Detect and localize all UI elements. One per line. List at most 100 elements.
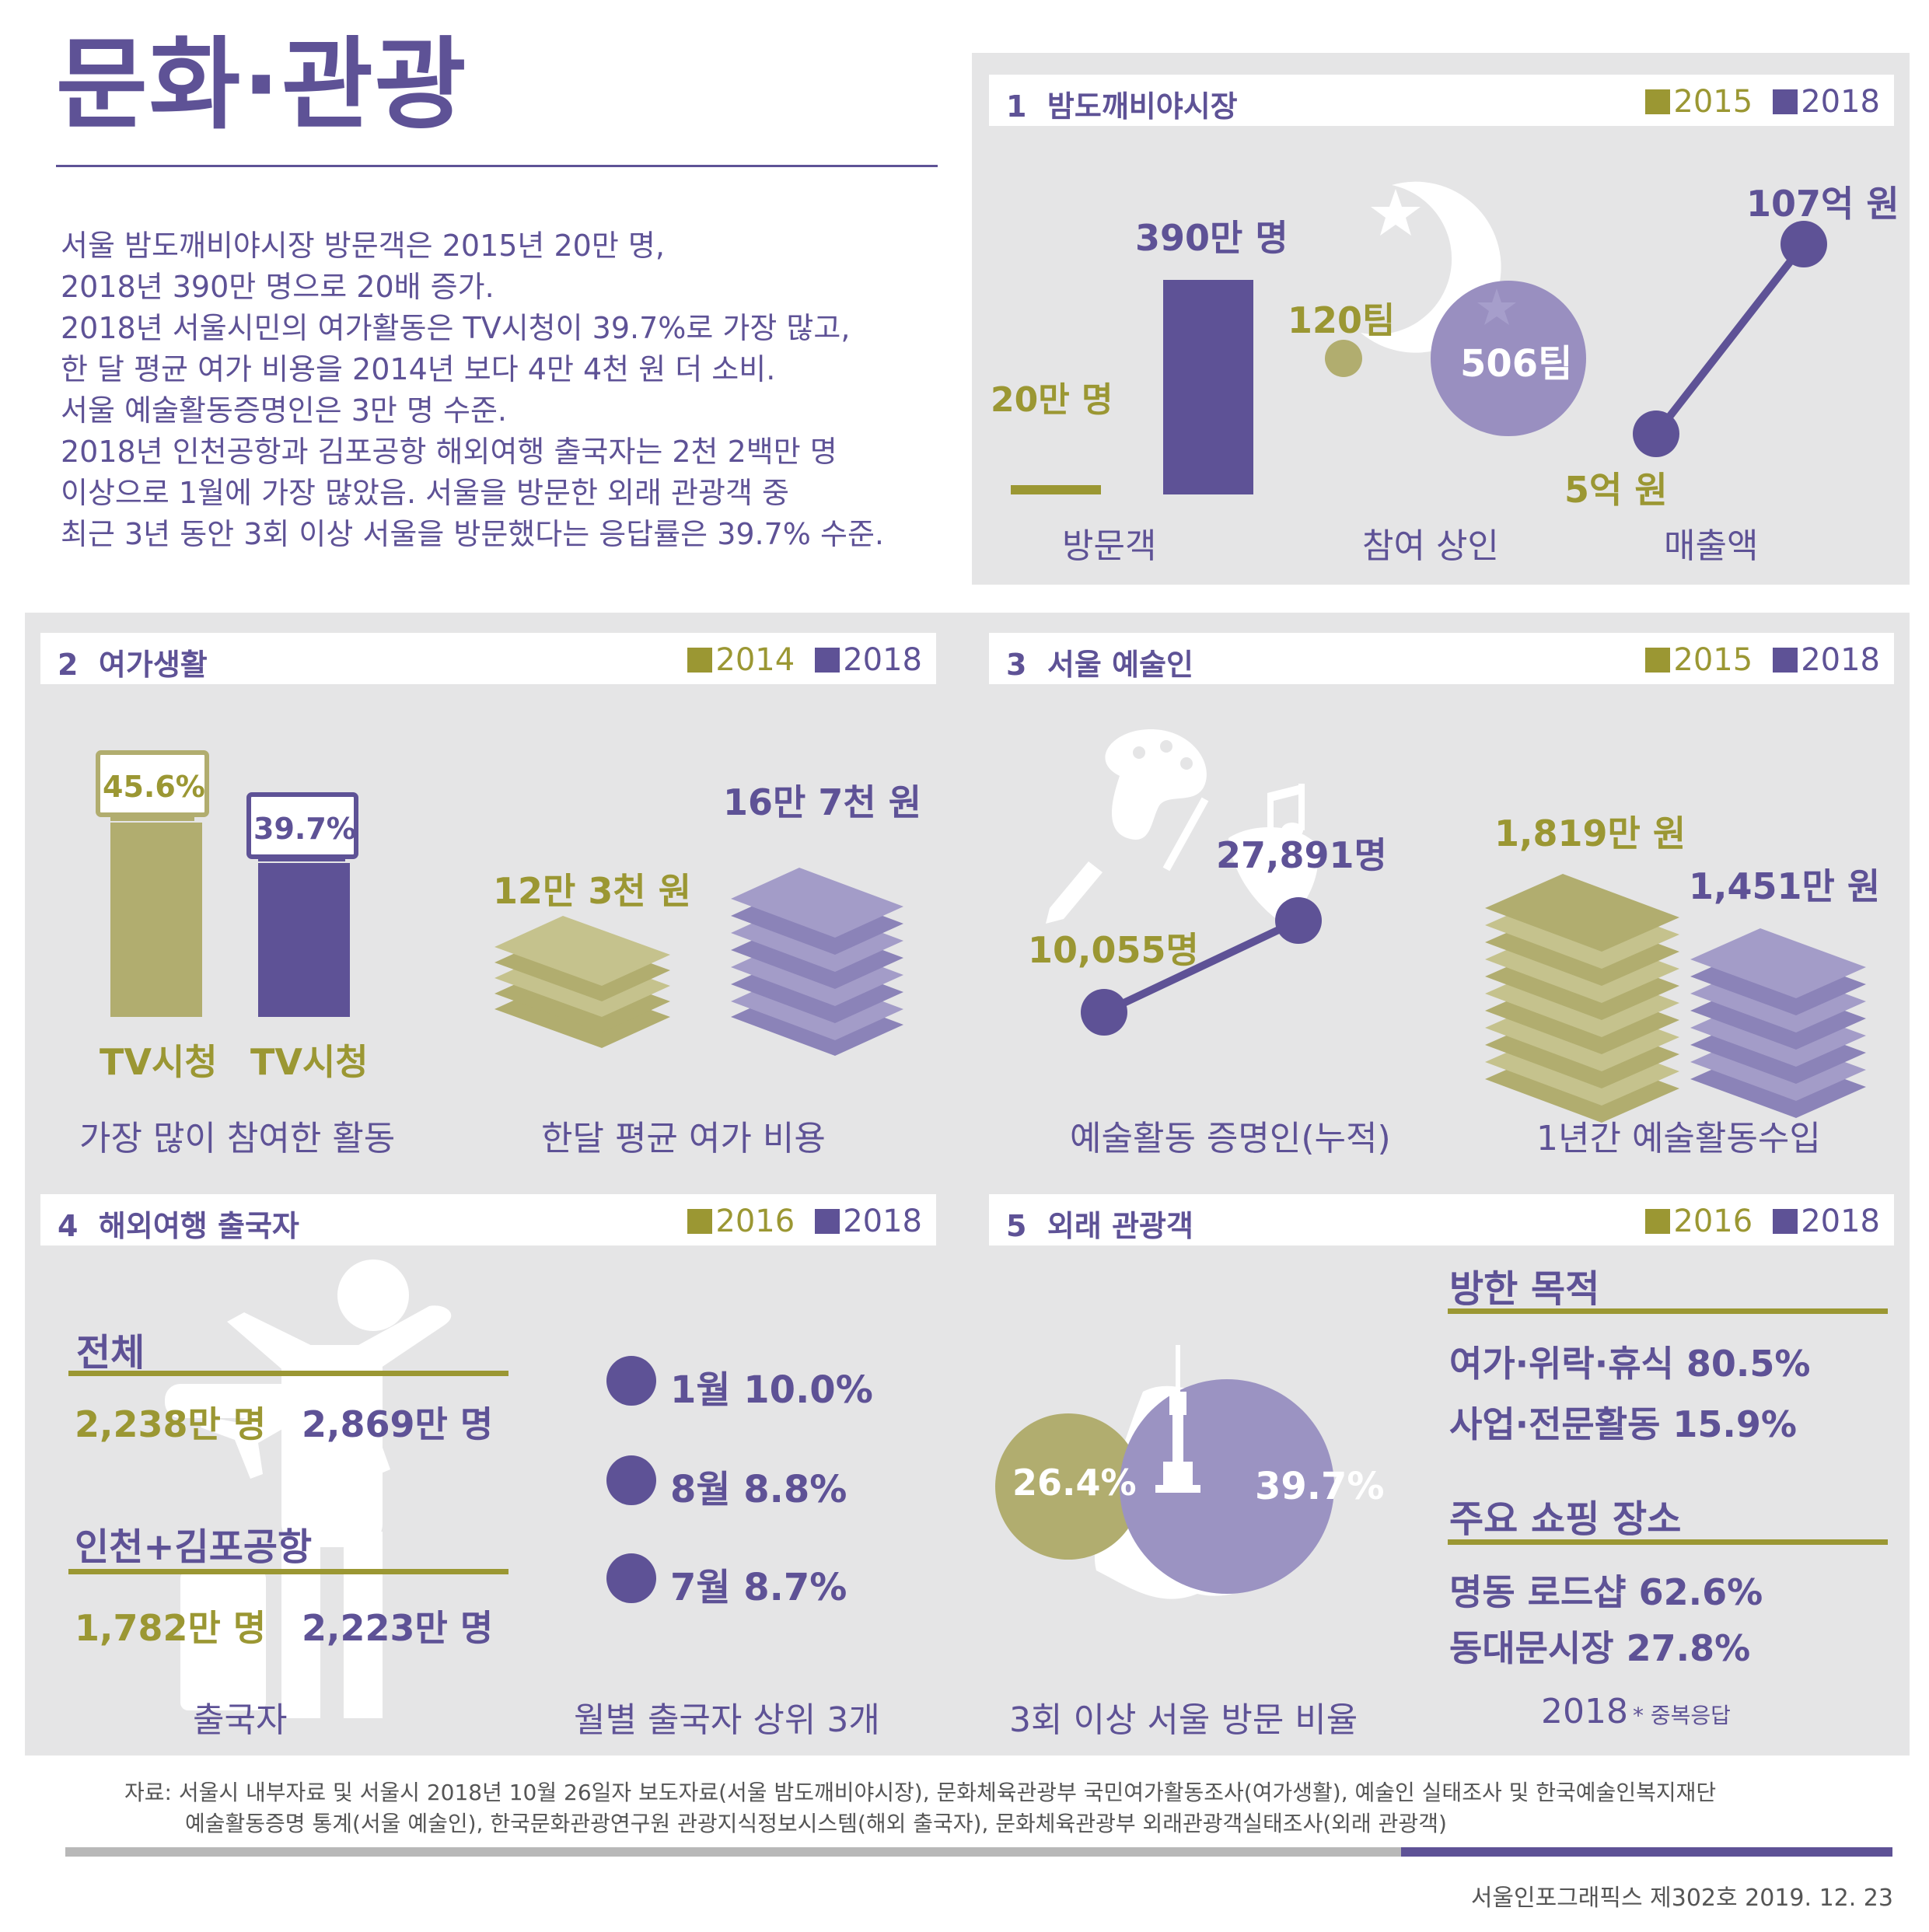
activity-2018-name: TV시청 (250, 1041, 369, 1083)
legend-2016: 2016 (715, 1204, 795, 1239)
section-title: 4 해외여행 출국자 (58, 1209, 299, 1243)
merchants-label: 참여 상인 (1362, 526, 1499, 566)
revisit-label: 3회 이상 서울 방문 비율 (1009, 1700, 1358, 1740)
sales-label: 매출액 (1664, 526, 1759, 566)
tv-icon (96, 750, 209, 817)
revisit-2018-value: 39.7% (1255, 1465, 1385, 1508)
revisit-circle-2016 (995, 1413, 1141, 1560)
intro-line: 서울 예술활동증명인은 3만 명 수준. (61, 393, 508, 428)
activity-2014-name: TV시청 (100, 1041, 218, 1083)
month-dot (606, 1455, 656, 1505)
sales-line (1653, 241, 1807, 437)
shopping-rule (1448, 1539, 1888, 1545)
month-dot (606, 1553, 656, 1603)
legend: 2016 2018 (1645, 1204, 1880, 1239)
legend-2015: 2015 (1673, 84, 1753, 120)
month-dot (606, 1356, 656, 1406)
purpose-heading: 방한 목적 (1449, 1267, 1600, 1311)
section-header: 4 해외여행 출국자 2016 2018 (40, 1194, 936, 1245)
visitors-2015-value: 20만 명 (991, 380, 1113, 420)
legend: 2015 2018 (1645, 84, 1880, 120)
intro-line: 2018년 390만 명으로 20배 증가. (61, 270, 494, 304)
footer-credit: 서울인포그래픽스 제302호 2019. 12. 23 (1470, 1885, 1893, 1912)
month-item: 8월 8.8% (670, 1468, 847, 1511)
intro-line: 2018년 서울시민의 여가활동은 TV시청이 39.7%로 가장 많고, (61, 311, 851, 345)
circle-merchants-2015 (1325, 340, 1362, 377)
tourists-graphics (995, 1345, 1334, 1599)
visitors-label: 방문객 (1062, 526, 1157, 566)
footer-bar-gray (65, 1847, 1401, 1857)
source-line: 자료: 서울시 내부자료 및 서울시 2018년 10월 26일자 보도자료(서… (124, 1780, 1717, 1805)
survey-year: 2018 * 중복응답 (1541, 1692, 1731, 1731)
shopping-item: 동대문시장 27.8% (1449, 1627, 1751, 1669)
certified-point-2015 (1081, 989, 1127, 1036)
certified-line (1102, 917, 1301, 1016)
star-icon (1371, 189, 1421, 236)
legend-2015: 2015 (1673, 642, 1753, 678)
section-title: 3 서울 예술인 (1006, 648, 1193, 682)
legend-2018: 2018 (843, 1204, 922, 1239)
money-stack-icon (1690, 928, 1866, 1118)
legend-2018: 2018 (1801, 642, 1880, 678)
footer-bar-purple (1401, 1847, 1892, 1857)
legend-2018: 2018 (1801, 1204, 1880, 1239)
total-2016-value: 2,238만 명 (75, 1403, 267, 1445)
cost-2018-value: 16만 7천 원 (723, 781, 922, 823)
leisure-graphics (96, 750, 903, 1056)
section-header: 5 외래 관광객 2016 2018 (989, 1194, 1894, 1245)
namsan-tower-icon (1155, 1345, 1200, 1493)
certified-2015-value: 10,055명 (1028, 929, 1199, 971)
note: * 중복응답 (1632, 1703, 1731, 1728)
section-header: 2 여가생활 2014 2018 (40, 633, 936, 684)
airport-2018-value: 2,223만 명 (302, 1607, 494, 1649)
intro-line: 이상으로 1월에 가장 많았음. 서울을 방문한 외래 관광객 중 (61, 476, 789, 510)
total-label: 전체 (76, 1331, 145, 1375)
merchants-2018-value: 506팀 (1460, 342, 1573, 386)
purpose-item: 여가·위락·휴식 80.5% (1449, 1343, 1811, 1385)
source-line: 예술활동증명 통계(서울 예술인), 한국문화관광연구원 관광지식정보시스템(해… (185, 1811, 1447, 1836)
legend: 2014 2018 (687, 642, 922, 678)
activity-label: 가장 많이 참여한 활동 (79, 1119, 396, 1158)
certified-point-2018 (1275, 897, 1322, 944)
section-header: 1 밤도깨비야시장 2015 2018 (989, 75, 1894, 126)
bar-visitors-2018 (1163, 280, 1253, 494)
artists-graphics (1046, 729, 1866, 1123)
bar-activity-2018 (258, 863, 350, 1017)
legend-2016: 2016 (1673, 1204, 1753, 1239)
section-header: 3 서울 예술인 2015 2018 (989, 633, 1894, 684)
cost-label: 한달 평균 여가 비용 (541, 1119, 826, 1158)
cost-2014-value: 12만 3천 원 (493, 870, 692, 912)
legend-2018: 2018 (1801, 84, 1880, 120)
revisit-2016-value: 26.4% (1012, 1462, 1137, 1504)
month-item: 1월 10.0% (670, 1368, 873, 1412)
sales-point-2018 (1780, 221, 1827, 267)
money-stack-icon (494, 916, 670, 1048)
intro-line: 한 달 평균 여가 비용을 2014년 보다 4만 4천 원 더 소비. (61, 352, 776, 386)
income-label: 1년간 예술활동수입 (1536, 1119, 1821, 1158)
section-title: 1 밤도깨비야시장 (1006, 89, 1238, 124)
intro-line: 서울 밤도깨비야시장 방문객은 2015년 20만 명, (61, 229, 665, 263)
sales-2018-value: 107억 원 (1746, 183, 1899, 225)
legend: 2016 2018 (687, 1204, 922, 1239)
title-divider (56, 165, 938, 167)
pencil-icon (1046, 861, 1103, 924)
airport-label: 인천+김포공항 (75, 1525, 313, 1569)
total-rule (68, 1371, 508, 1376)
month-item: 7월 8.7% (670, 1566, 847, 1609)
traveler-icon (165, 1259, 409, 1718)
airport-rule (68, 1569, 508, 1574)
intro-line: 최근 3년 동안 3회 이상 서울을 방문했다는 응답률은 39.7% 수준. (61, 517, 884, 551)
income-2018-value: 1,451만 원 (1689, 865, 1881, 907)
intro-line: 2018년 인천공항과 김포공항 해외여행 출국자는 2천 2백만 명 (61, 435, 837, 469)
legend-2014: 2014 (715, 642, 795, 678)
monthly-caption: 월별 출국자 상위 3개 (574, 1700, 880, 1740)
section-title: 2 여가생활 (58, 648, 208, 682)
palette-icon (1105, 729, 1207, 840)
night-market-graphics (1011, 181, 1827, 494)
sales-point-2015 (1633, 411, 1679, 457)
activity-2018-value: 39.7% (253, 812, 356, 846)
legend: 2015 2018 (1645, 642, 1880, 678)
certified-label: 예술활동 증명인(누적) (1070, 1119, 1391, 1158)
money-stack-icon (1485, 874, 1679, 1123)
sales-2015-value: 5억 원 (1564, 469, 1668, 511)
